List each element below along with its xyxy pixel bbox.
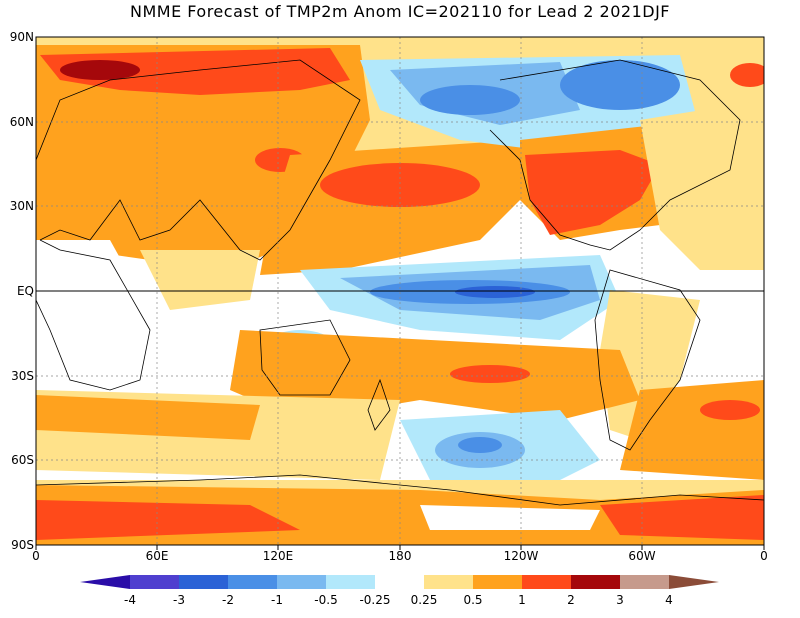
anomaly-region [230, 330, 640, 420]
lat-label: 30N [9, 199, 34, 213]
colorbar-label: 4 [665, 593, 673, 607]
colorbar-segment [326, 575, 375, 589]
lon-label: 60W [628, 549, 656, 563]
axis-ticks [35, 545, 765, 550]
colorbar-segment [473, 575, 522, 589]
lon-label: 120W [503, 549, 539, 563]
gridlines [36, 37, 764, 545]
anomaly-region [450, 365, 530, 383]
anomaly-region [730, 63, 764, 87]
lat-label: 90S [11, 538, 34, 552]
lat-label: 30S [11, 369, 34, 383]
colorbar-segment [179, 575, 228, 589]
lat-label: EQ [16, 284, 34, 298]
anomaly-region [36, 240, 160, 390]
anomaly-region [420, 505, 600, 530]
anomaly-region [320, 163, 480, 207]
anomaly-region [60, 60, 140, 80]
anomaly-region [620, 380, 764, 480]
colorbar-label: 1 [518, 593, 526, 607]
anomaly-region [640, 100, 764, 270]
colorbar-segment [522, 575, 571, 589]
anomaly-region [36, 500, 300, 540]
colorbar-segment [620, 575, 669, 589]
colorbar-label: -3 [173, 593, 185, 607]
colorbar-segment [424, 575, 473, 589]
lon-label: 180 [388, 549, 412, 563]
colorbar-segment [375, 575, 424, 589]
lon-label: 120E [262, 549, 294, 563]
lat-label: 90N [9, 30, 34, 44]
colorbar-segment [228, 575, 277, 589]
colorbar-segment [80, 575, 130, 589]
colorbar [80, 575, 719, 589]
colorbar-label: -0.25 [359, 593, 391, 607]
lon-label: 60E [145, 549, 169, 563]
anomaly-region [455, 286, 535, 298]
anomaly-region [40, 48, 350, 95]
lat-label: 60S [11, 453, 34, 467]
colorbar-label: -0.5 [314, 593, 338, 607]
anomaly-region [36, 395, 260, 440]
colorbar-segment [277, 575, 326, 589]
anomaly-region [420, 85, 520, 115]
lon-label: 0 [32, 549, 40, 563]
chart-title: NMME Forecast of TMP2m Anom IC=202110 fo… [130, 2, 670, 21]
colorbar-label: 2 [567, 593, 575, 607]
anomaly-region [600, 495, 764, 540]
colorbar-label: -2 [222, 593, 234, 607]
colorbar-segment [130, 575, 179, 589]
anomaly-region [458, 437, 502, 453]
colorbar-label: 0.5 [463, 593, 483, 607]
anomaly-region [525, 150, 660, 235]
colorbar-segment [669, 575, 719, 589]
anomaly-region [560, 60, 680, 110]
lon-label: 0 [760, 549, 768, 563]
colorbar-label: 0.25 [410, 593, 438, 607]
coastlines [36, 59, 764, 506]
anomaly-region [700, 400, 760, 420]
colorbar-label: -1 [271, 593, 283, 607]
colorbar-segment [571, 575, 620, 589]
anomaly-region [140, 250, 260, 310]
lat-label: 60N [9, 115, 34, 129]
colorbar-label: -4 [124, 593, 136, 607]
colorbar-label: 3 [616, 593, 624, 607]
